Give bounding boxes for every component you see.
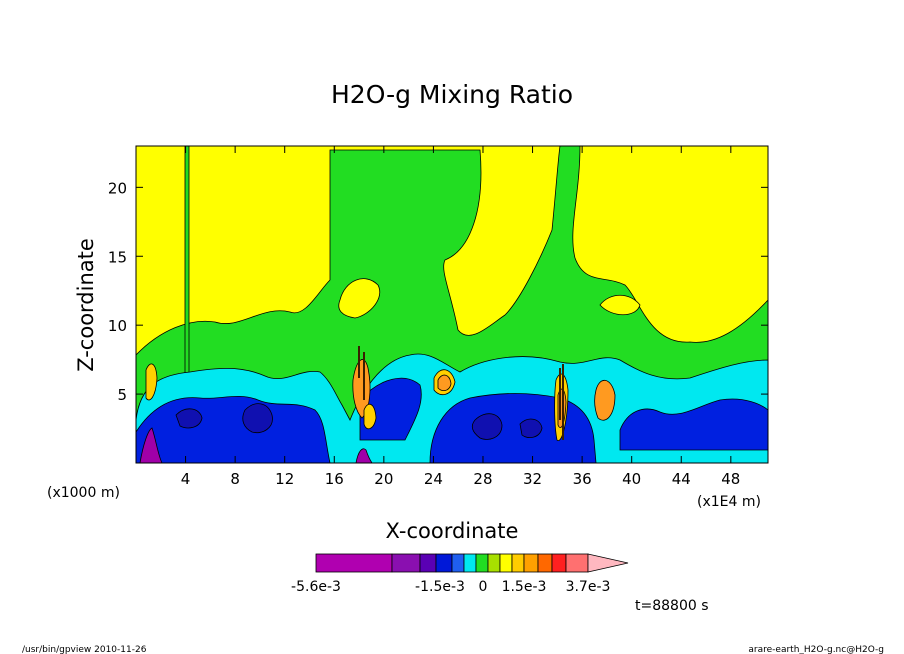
contour-region [359, 377, 422, 441]
colorbar-swatch [463, 553, 477, 573]
x-tick-label: 24 [424, 470, 443, 488]
x-axis: 4 8 12 16 20 24 28 32 36 40 44 48 [181, 146, 740, 488]
x-tick-label: 36 [573, 470, 592, 488]
x-tick-label: 40 [622, 470, 641, 488]
contour-region [594, 380, 616, 421]
x-tick-label: 4 [181, 470, 191, 488]
x-tick-label: 44 [672, 470, 691, 488]
colorbar-swatch [537, 553, 553, 573]
plot-frame [135, 145, 769, 464]
chart-title: H2O-g Mixing Ratio [331, 80, 573, 109]
contour-region [145, 363, 158, 401]
x-tick-label: 12 [275, 470, 294, 488]
contour-region [363, 403, 377, 430]
colorbar-swatch [475, 553, 489, 573]
x-tick-label: 20 [374, 470, 393, 488]
colorbar-swatch [551, 553, 567, 573]
colorbar-swatch [451, 553, 465, 573]
contour-region [139, 427, 163, 463]
colorbar: -5.6e-3 -1.5e-3 0 1.5e-3 3.7e-3 [291, 553, 629, 595]
footer-right: arare-earth_H2O-g.nc@H2O-g [748, 645, 884, 654]
colorbar-label: 0 [479, 579, 488, 595]
colorbar-label: -1.5e-3 [415, 579, 465, 595]
x-tick-label: 48 [721, 470, 740, 488]
x-tick-label: 32 [523, 470, 542, 488]
x-tick-label: 16 [325, 470, 344, 488]
contour-region [619, 398, 768, 451]
contour-region [338, 278, 381, 319]
contour-region [352, 359, 371, 419]
colorbar-swatch [565, 553, 589, 573]
x-tick-label: 8 [230, 470, 240, 488]
contour-region [136, 395, 331, 463]
colorbar-swatch [419, 553, 437, 573]
contour-region [355, 448, 373, 463]
x-axis-label: X-coordinate [386, 519, 519, 543]
colorbar-swatch [435, 553, 453, 573]
y-tick-label: 15 [108, 248, 127, 266]
contour-region [437, 374, 452, 392]
colorbar-label: 3.7e-3 [566, 579, 611, 595]
colorbar-label: 1.5e-3 [502, 579, 547, 595]
y-tick-label: 10 [108, 317, 127, 335]
colorbar-swatch [511, 553, 525, 573]
x-unit-left: (x1000 m) [47, 485, 120, 501]
colorbar-label: -5.6e-3 [291, 579, 341, 595]
y-tick-label: 20 [108, 179, 127, 197]
colorbar-extension [587, 553, 629, 573]
x-tick-label: 28 [473, 470, 492, 488]
y-tick-label: 5 [117, 386, 127, 404]
contour-region [471, 413, 503, 440]
colorbar-swatch [499, 553, 513, 573]
plot-area [136, 146, 768, 463]
colorbar-swatch [523, 553, 539, 573]
contour-region [519, 418, 543, 439]
x-unit-right: (x1E4 m) [697, 494, 761, 510]
colorbar-swatch [487, 553, 501, 573]
contour-regions [136, 146, 768, 463]
contour-region [175, 408, 203, 429]
y-axis: 5 10 15 20 [108, 179, 768, 404]
footer-left: /usr/bin/gpview 2010-11-26 [22, 645, 147, 654]
colorbar-swatch [315, 553, 393, 573]
y-axis-label: Z-coordinate [74, 238, 98, 372]
contour-region [242, 403, 273, 434]
colorbar-swatch [391, 553, 421, 573]
time-label: t=88800 s [635, 598, 709, 614]
contour-region [599, 294, 641, 316]
